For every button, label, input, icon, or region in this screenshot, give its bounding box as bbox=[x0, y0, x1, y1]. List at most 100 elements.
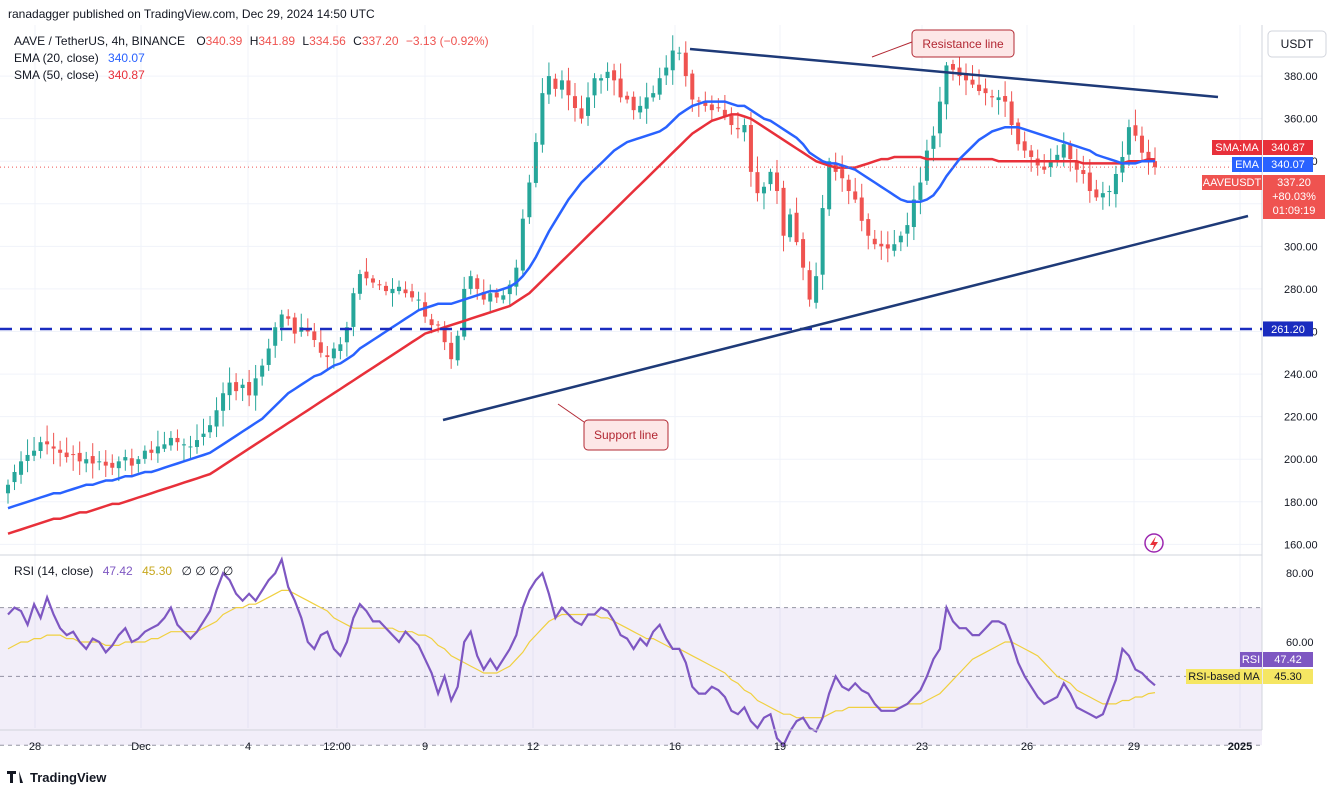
support-callout-box[interactable] bbox=[583, 419, 669, 451]
candle-body bbox=[722, 109, 727, 117]
sma-legend[interactable]: SMA (50, close) 340.87 bbox=[14, 68, 145, 82]
candle-body bbox=[944, 65, 949, 105]
candle bbox=[1120, 141, 1125, 183]
ema20-line[interactable] bbox=[7, 100, 1156, 510]
candle bbox=[370, 275, 375, 288]
lightning-icon[interactable] bbox=[1144, 533, 1164, 553]
candle-body bbox=[429, 319, 434, 326]
candle-body bbox=[58, 449, 63, 453]
candle-body bbox=[520, 218, 525, 271]
candle-body bbox=[462, 288, 467, 337]
candle-body bbox=[1100, 193, 1105, 198]
rsi-ma-badge-value-text: 45.30 bbox=[1274, 671, 1302, 683]
price-badge-value-text: 337.20 bbox=[1277, 177, 1311, 189]
candle bbox=[950, 59, 955, 81]
ema-legend[interactable]: EMA (20, close) 340.07 bbox=[14, 51, 145, 65]
candle-body bbox=[612, 70, 617, 81]
candle-body bbox=[957, 67, 962, 77]
sma50-line[interactable] bbox=[7, 113, 1156, 535]
level-badge-text: 261.20 bbox=[1271, 324, 1305, 336]
candle bbox=[129, 448, 134, 478]
sma-badge-name bbox=[1212, 140, 1262, 155]
price-badge-value bbox=[1263, 175, 1325, 219]
candle bbox=[25, 439, 30, 473]
candle-body bbox=[599, 78, 604, 81]
candle-body bbox=[475, 278, 480, 289]
candle-body bbox=[273, 327, 278, 346]
candle-body bbox=[1081, 170, 1086, 174]
high-value: 341.89 bbox=[258, 34, 295, 48]
ema-badge-value-text: 340.07 bbox=[1271, 159, 1305, 171]
candle bbox=[605, 62, 610, 91]
candle-body bbox=[794, 212, 799, 243]
candle-body bbox=[71, 454, 76, 456]
candle bbox=[853, 177, 858, 203]
candle bbox=[234, 373, 239, 401]
candle bbox=[872, 229, 877, 250]
candle-body bbox=[201, 433, 206, 437]
candle bbox=[286, 309, 291, 326]
tradingview-logo-text: TradingView bbox=[30, 770, 107, 785]
candle-body bbox=[181, 444, 186, 446]
candle bbox=[553, 73, 558, 97]
candle bbox=[631, 91, 636, 120]
candle-body bbox=[84, 459, 89, 464]
candle bbox=[260, 358, 265, 386]
currency-button[interactable] bbox=[1267, 30, 1327, 58]
candle bbox=[983, 78, 988, 106]
candle-body bbox=[533, 142, 538, 183]
candle bbox=[351, 287, 356, 337]
candle-body bbox=[696, 100, 701, 102]
symbol-name[interactable]: AAVE / TetherUS, 4h, BINANCE bbox=[14, 34, 185, 48]
candle bbox=[32, 437, 37, 462]
candle-body bbox=[651, 93, 656, 98]
candle bbox=[5, 479, 11, 504]
candle bbox=[468, 270, 473, 295]
candle bbox=[377, 279, 382, 291]
candle-body bbox=[188, 446, 193, 448]
candle bbox=[71, 445, 76, 471]
candle bbox=[683, 41, 688, 87]
candle-body bbox=[1087, 172, 1092, 192]
candle bbox=[149, 441, 154, 461]
currency-label: USDT bbox=[1281, 37, 1314, 51]
rsi-ma-line[interactable] bbox=[7, 589, 1156, 719]
resistance-line[interactable] bbox=[689, 47, 1219, 99]
resistance-callout-box[interactable] bbox=[911, 29, 1015, 58]
rsi-legend-label: RSI (14, close) bbox=[14, 564, 93, 578]
candle bbox=[221, 382, 226, 427]
candle bbox=[781, 180, 786, 252]
candle bbox=[1042, 154, 1047, 174]
tradingview-logo[interactable]: TradingView bbox=[7, 770, 107, 785]
candle-body bbox=[142, 450, 147, 459]
candle-body bbox=[312, 331, 317, 341]
candle-body bbox=[136, 459, 141, 464]
candle-body bbox=[351, 293, 356, 327]
candle-body bbox=[566, 80, 571, 96]
candle bbox=[1126, 119, 1131, 166]
candle bbox=[696, 96, 701, 117]
rsi-legend[interactable]: RSI (14, close) 47.42 45.30 ∅ ∅ ∅ ∅ bbox=[14, 564, 233, 578]
candle-body bbox=[214, 410, 219, 427]
symbol-legend: AAVE / TetherUS, 4h, BINANCE O340.39 H34… bbox=[14, 34, 489, 48]
candle-body bbox=[227, 382, 232, 396]
candle bbox=[1139, 126, 1144, 161]
candle bbox=[514, 259, 519, 296]
candle bbox=[546, 62, 551, 104]
candle-body bbox=[403, 289, 408, 294]
candle bbox=[1100, 181, 1105, 210]
candle bbox=[1146, 139, 1151, 175]
candle-body bbox=[390, 288, 395, 294]
candle-body bbox=[885, 244, 890, 249]
candle bbox=[638, 96, 643, 119]
candle bbox=[788, 208, 793, 242]
candle-body bbox=[853, 191, 858, 200]
candle-body bbox=[51, 446, 56, 449]
candle-body bbox=[840, 169, 845, 179]
high-label: H bbox=[250, 34, 259, 48]
candle-body bbox=[540, 93, 545, 145]
candle-body bbox=[664, 67, 669, 76]
rsi-line[interactable] bbox=[7, 556, 1156, 748]
support-line[interactable] bbox=[442, 214, 1249, 422]
